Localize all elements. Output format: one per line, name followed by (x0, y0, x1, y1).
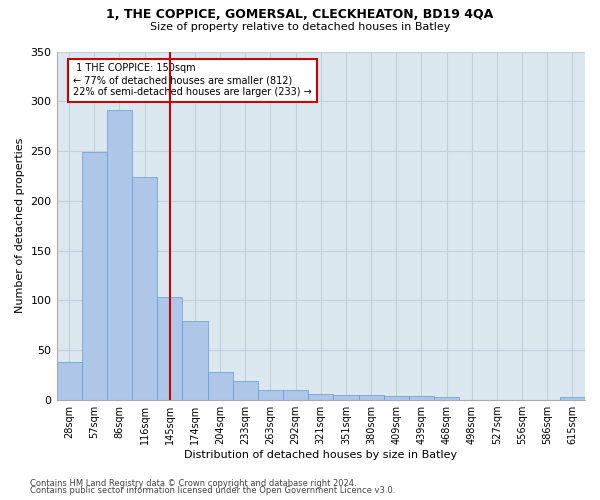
Bar (359, 395, 383, 400)
Text: 1, THE COPPICE, GOMERSAL, CLECKHEATON, BD19 4QA: 1, THE COPPICE, GOMERSAL, CLECKHEATON, B… (106, 8, 494, 20)
Bar (182, 322, 208, 400)
Bar (409, 396, 434, 400)
Bar (258, 390, 283, 400)
Text: 1 THE COPPICE: 150sqm
← 77% of detached houses are smaller (812)
22% of semi-det: 1 THE COPPICE: 150sqm ← 77% of detached … (73, 64, 311, 96)
Text: Size of property relative to detached houses in Batley: Size of property relative to detached ho… (150, 22, 450, 32)
Bar (56, 362, 82, 400)
Bar (132, 177, 157, 400)
Bar (308, 394, 334, 400)
Text: Contains HM Land Registry data © Crown copyright and database right 2024.: Contains HM Land Registry data © Crown c… (30, 478, 356, 488)
X-axis label: Distribution of detached houses by size in Batley: Distribution of detached houses by size … (184, 450, 457, 460)
Bar (157, 296, 182, 400)
Bar (334, 395, 359, 400)
Bar (82, 152, 107, 400)
Bar (434, 397, 459, 400)
Bar (383, 396, 409, 400)
Bar (208, 372, 233, 400)
Bar (233, 381, 258, 400)
Text: Contains public sector information licensed under the Open Government Licence v3: Contains public sector information licen… (30, 486, 395, 495)
Y-axis label: Number of detached properties: Number of detached properties (15, 138, 25, 314)
Bar (283, 390, 308, 400)
Bar (560, 397, 585, 400)
Bar (107, 110, 132, 400)
